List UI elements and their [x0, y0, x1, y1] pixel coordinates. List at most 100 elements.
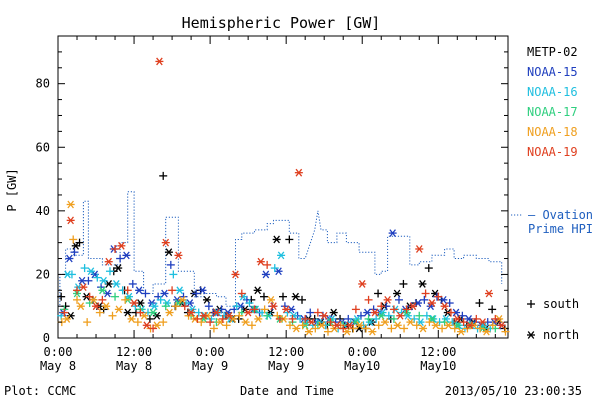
north-point [256, 257, 265, 266]
south-point [488, 305, 497, 314]
north-point [225, 311, 234, 320]
marker-stroke [453, 315, 461, 323]
marker-stroke [352, 318, 360, 327]
south-point [136, 308, 145, 317]
north-point [431, 321, 440, 330]
marker-stroke [178, 295, 186, 304]
north-point [175, 286, 184, 295]
north-point [393, 321, 402, 330]
marker-stroke [267, 295, 275, 304]
south-point [446, 308, 455, 317]
south-point [279, 292, 287, 301]
marker-stroke [100, 276, 107, 285]
x-tick-label-date: May 9 [192, 359, 228, 373]
north-point [231, 270, 240, 279]
north-point [393, 289, 402, 298]
south-point [362, 324, 371, 333]
marker-stroke [67, 200, 74, 209]
marker-stroke [242, 318, 249, 327]
north-point [497, 321, 506, 330]
south-point [218, 314, 227, 323]
marker-stroke [257, 257, 265, 266]
marker-stroke [396, 311, 404, 320]
south-point [394, 295, 403, 304]
south-point [270, 264, 279, 273]
south-point [85, 292, 94, 301]
marker-stroke [431, 289, 439, 298]
south-point [324, 327, 332, 336]
marker-stroke [419, 324, 427, 333]
south-point [263, 311, 272, 320]
north-point [453, 315, 462, 323]
marker-stroke [465, 315, 473, 323]
north-point [165, 308, 174, 317]
marker-stroke [369, 327, 376, 336]
north-point [76, 302, 85, 311]
south-point [57, 292, 66, 301]
north-point [178, 295, 187, 304]
marker-stroke [270, 302, 277, 311]
north-point [478, 318, 487, 327]
south-point [475, 299, 484, 308]
north-point [161, 238, 170, 247]
ovation-label-line-1: — Ovation [528, 208, 593, 222]
south-point [374, 289, 383, 298]
marker-stroke [173, 295, 181, 304]
north-point [317, 321, 326, 330]
legend: METP-02 NOAA-15 NOAA-16 NOAA-17 NOAA-18 NOAA-… [527, 45, 578, 159]
north-point [355, 321, 364, 330]
marker-stroke [445, 321, 452, 330]
north-point [174, 251, 183, 260]
south-point [75, 238, 84, 247]
south-point [84, 276, 93, 285]
north-point [388, 229, 397, 238]
south-point [149, 324, 158, 333]
series-noaa-16 [57, 251, 495, 333]
south-point [123, 286, 132, 295]
x-tick-label-time: 0:00 [196, 345, 225, 359]
north-point [164, 248, 173, 257]
marker-stroke [377, 311, 385, 320]
marker-stroke [162, 238, 170, 247]
legend-entry: NOAA-16 [527, 85, 578, 99]
south-point [420, 295, 429, 304]
y-tick-label: 0 [43, 331, 50, 345]
south-point [133, 318, 142, 327]
north-point [444, 321, 453, 330]
north-point [114, 264, 123, 272]
marker-stroke [414, 299, 422, 307]
north-point [345, 321, 354, 330]
south-point [501, 327, 510, 336]
north-point [98, 286, 107, 295]
series-noaa-19 [60, 57, 506, 333]
marker-stroke [137, 299, 144, 307]
y-tick-label: 20 [36, 267, 50, 281]
marker-stroke [213, 308, 220, 317]
marker-stroke [254, 315, 262, 323]
marker-stroke [409, 302, 417, 311]
south-point [491, 314, 500, 323]
marker-stroke [143, 321, 151, 330]
y-tick-label: 60 [36, 140, 50, 154]
north-point [71, 241, 80, 250]
south-point [116, 254, 125, 263]
south-point [93, 273, 102, 282]
south-point [374, 321, 383, 330]
marker-stroke [381, 318, 389, 327]
south-point [384, 311, 393, 320]
marker-stroke [64, 270, 71, 279]
south-point [412, 321, 421, 330]
north-point [102, 302, 111, 311]
y-axis: 0 20 40 60 80 [36, 35, 508, 345]
north-point [253, 286, 262, 295]
north-point [419, 324, 428, 333]
south-point [171, 302, 180, 311]
north-point [199, 311, 208, 320]
marker-legend: south north [527, 297, 579, 342]
x-tick-label-date: May 9 [268, 359, 304, 373]
x-tick-label-date: May10 [344, 359, 380, 373]
legend-entry: NOAA-17 [527, 105, 578, 119]
north-point [363, 308, 372, 317]
north-point [307, 318, 316, 327]
south-legend-label: south [543, 297, 579, 311]
